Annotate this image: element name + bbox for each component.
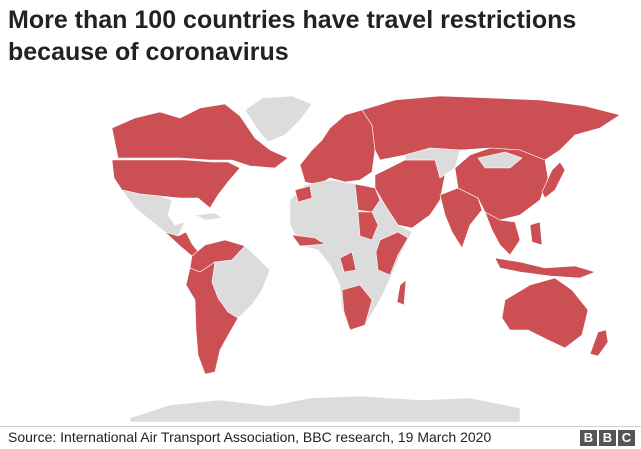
central-asia: [404, 147, 461, 179]
morocco: [294, 185, 313, 203]
china: [454, 147, 549, 221]
title-line: because of coronavirus: [8, 38, 289, 66]
greenland: [244, 95, 313, 143]
north-africa-red: [354, 183, 381, 213]
source: Source: International Air Transport Asso…: [8, 429, 492, 445]
australia: [501, 277, 589, 349]
japan: [541, 161, 566, 199]
madagascar: [396, 279, 407, 306]
west-africa-coast: [291, 234, 326, 247]
sudan: [357, 211, 379, 241]
title: More than 100 countries have travel rest…: [8, 4, 576, 68]
footer-rule: [0, 426, 641, 427]
east-africa: [375, 231, 409, 276]
southeast-asia: [484, 211, 521, 256]
mexico: [121, 189, 186, 237]
logo-letter: B: [599, 430, 616, 446]
antarctica: [129, 395, 521, 423]
philippines: [529, 221, 543, 246]
europe: [299, 109, 376, 186]
southern-africa: [341, 284, 373, 331]
central-america: [164, 231, 201, 257]
world-map: [111, 95, 621, 423]
mongolia: [477, 151, 523, 169]
indonesia: [494, 257, 596, 279]
caribbean: [193, 212, 223, 221]
bbc-logo: B B C: [580, 430, 635, 446]
title-line: More than 100 countries have travel rest…: [8, 6, 577, 34]
canada: [111, 103, 289, 169]
russia: [361, 95, 621, 161]
new-zealand: [589, 329, 609, 357]
logo-letter: C: [618, 430, 635, 446]
logo-letter: B: [580, 430, 597, 446]
south-america-west: [185, 261, 239, 375]
central-africa: [339, 251, 357, 273]
